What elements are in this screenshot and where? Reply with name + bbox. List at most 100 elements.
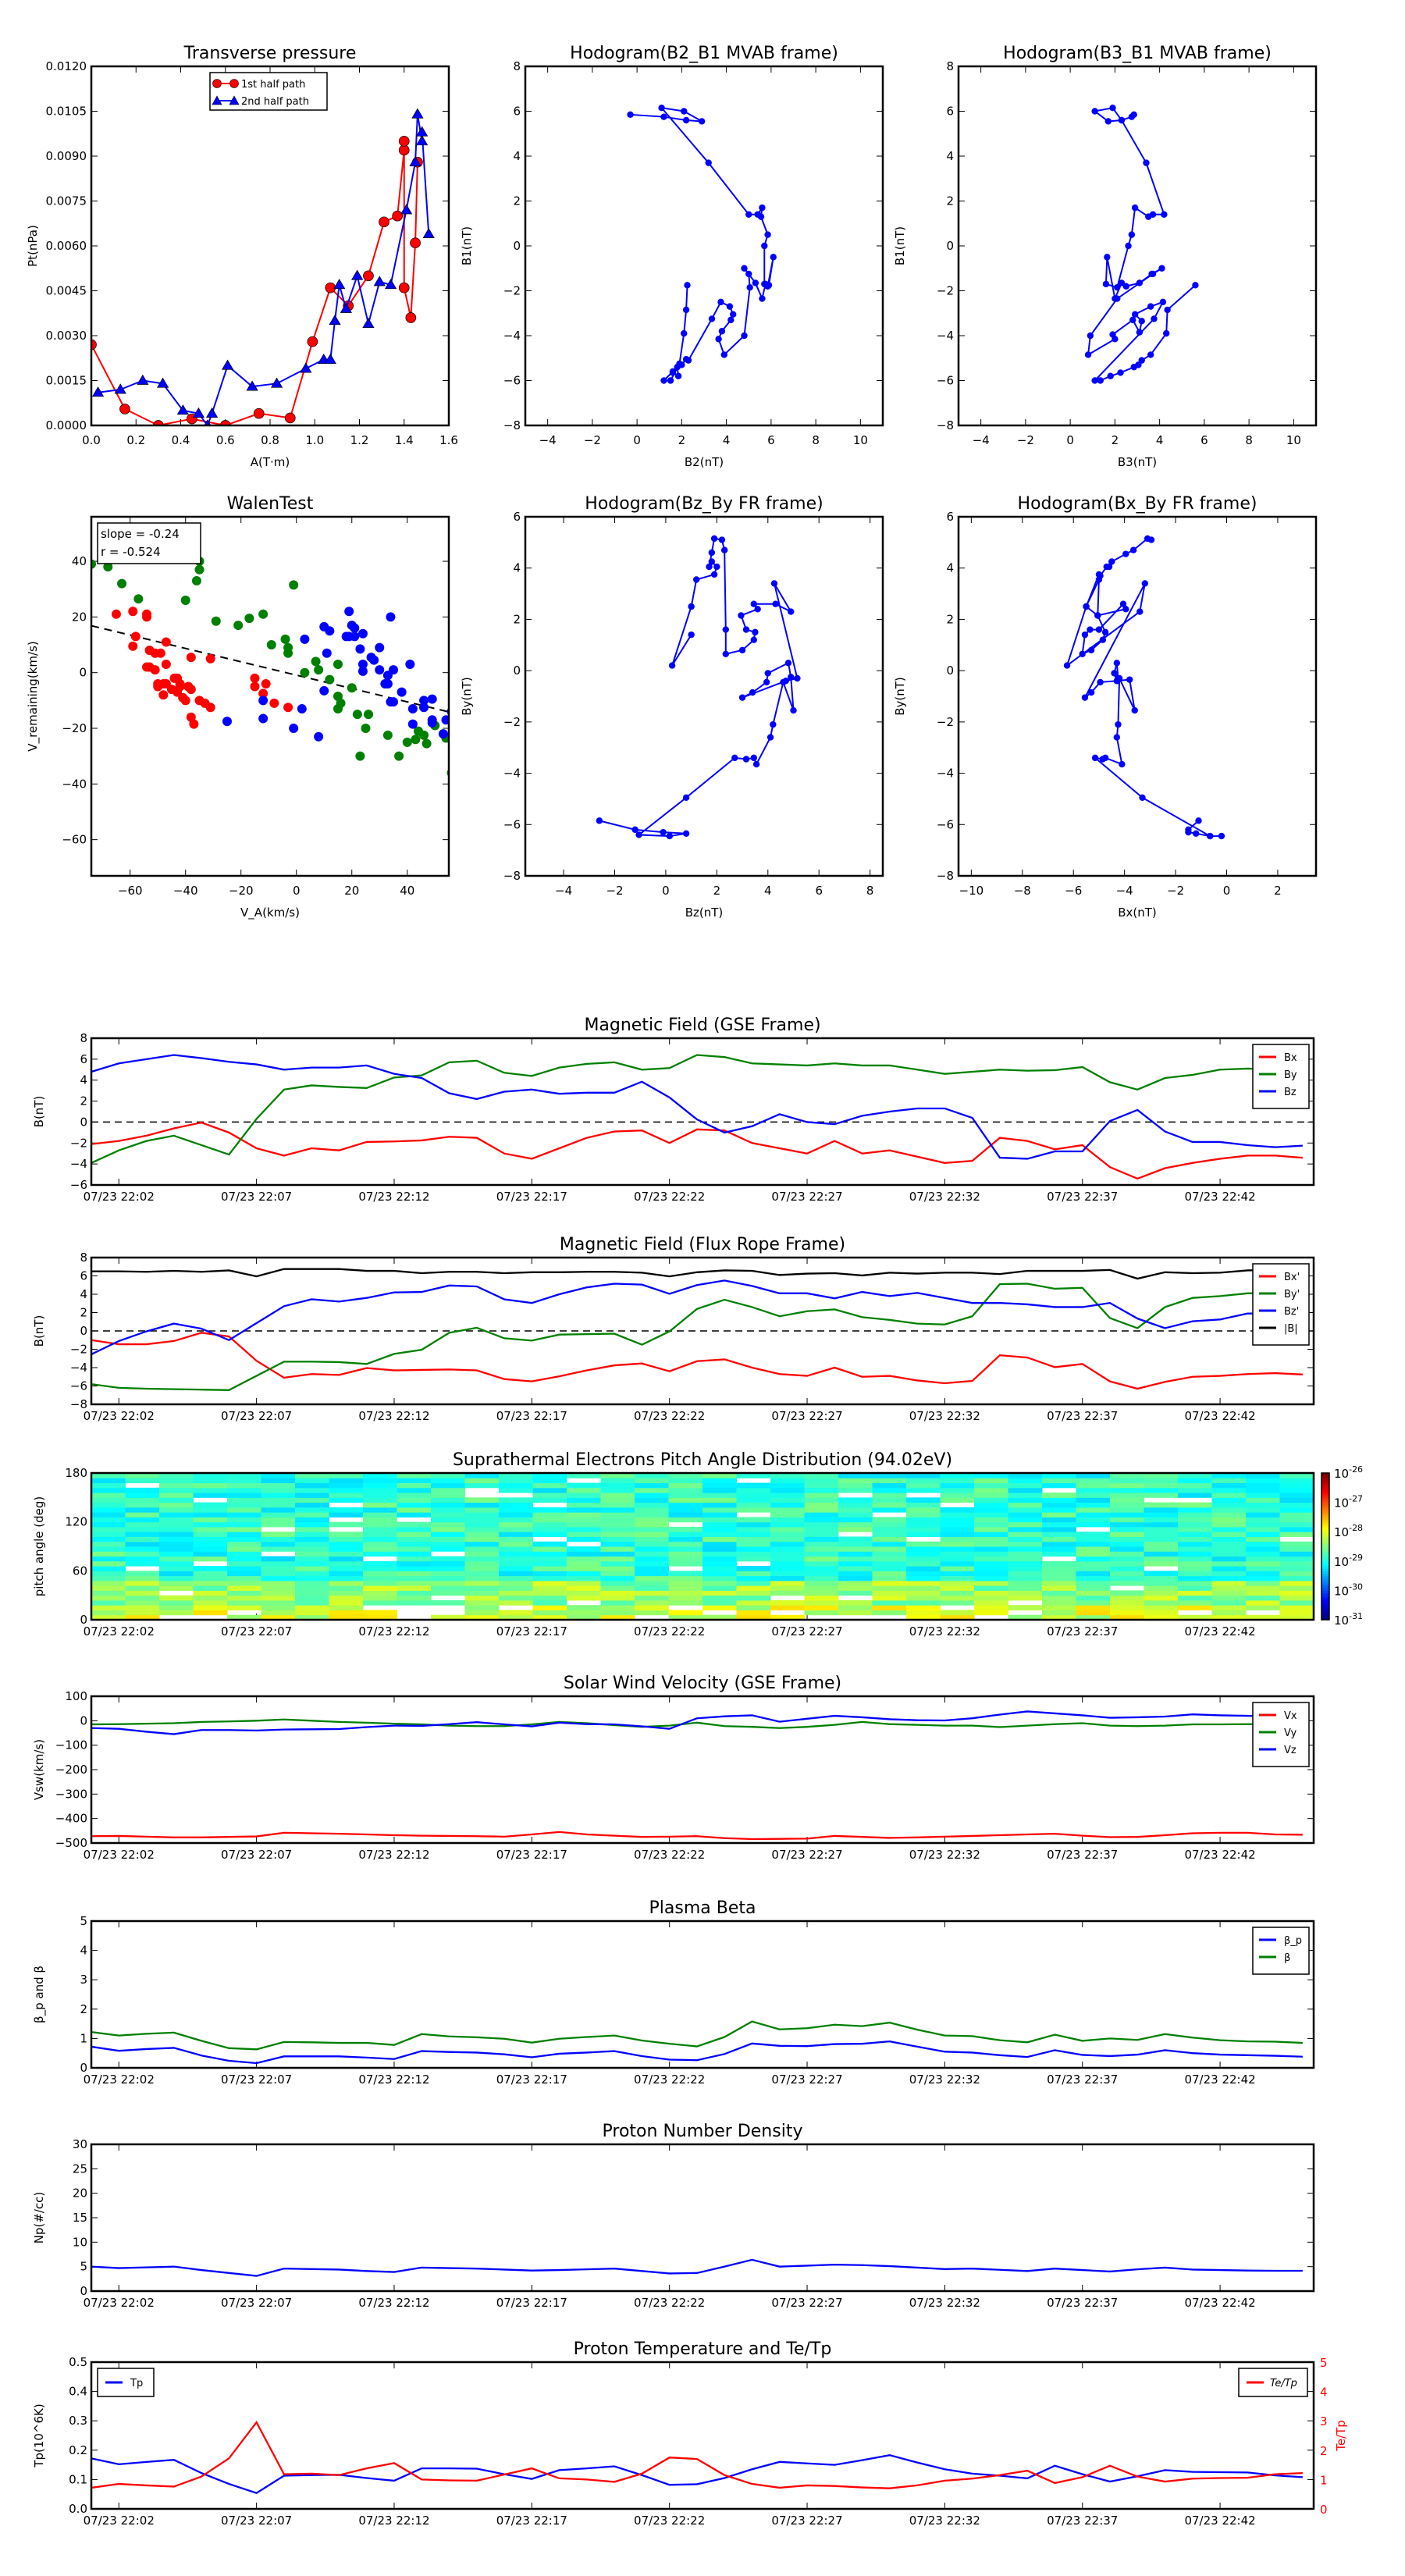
pad-cell xyxy=(329,1482,364,1489)
pad-cell xyxy=(227,1595,261,1601)
hodogram-bz-by-point xyxy=(596,817,603,824)
vsw-legend xyxy=(1252,1702,1310,1767)
colorbar-segment xyxy=(1321,1500,1329,1503)
pad-cell xyxy=(1076,1614,1111,1621)
pad-cell xyxy=(363,1580,397,1586)
pad-cell xyxy=(1178,1521,1212,1528)
pad-cell xyxy=(363,1541,397,1547)
pad-cell xyxy=(974,1532,1008,1537)
b-gse-legend-label: By xyxy=(1284,1069,1297,1081)
walen-test-point xyxy=(369,655,379,665)
pad-cell xyxy=(532,1560,567,1567)
hodogram-b2-b1-plot-area xyxy=(627,104,777,384)
pad-cell xyxy=(261,1482,296,1489)
walen-test-xtick-label: −20 xyxy=(229,884,254,898)
hodogram-b3-b1-point xyxy=(1131,311,1139,318)
hodogram-b2-b1-point xyxy=(746,283,753,291)
hodogram-b3-b1-xtick-label: 8 xyxy=(1245,433,1253,447)
hodogram-b3-b1-xtick-label: 6 xyxy=(1200,433,1208,447)
pad-cell xyxy=(295,1595,329,1601)
walen-test-point xyxy=(419,703,429,713)
vsw-xtick-label: 07/23 22:42 xyxy=(1184,1848,1255,1862)
pad-cell xyxy=(1042,1605,1076,1610)
hodogram-b3-b1-ytick-label: −8 xyxy=(937,418,954,432)
colorbar-segment xyxy=(1321,1478,1329,1481)
hodogram-b3-b1-title: Hodogram(B3_B1 MVAB frame) xyxy=(1003,44,1272,63)
hodogram-bz-by-point xyxy=(742,626,750,633)
pad-cell xyxy=(635,1473,669,1478)
pad-cell xyxy=(1008,1580,1043,1586)
pad-cell xyxy=(431,1532,465,1537)
pad-cell xyxy=(261,1580,296,1586)
pad-cell xyxy=(499,1482,533,1489)
pad-cell xyxy=(363,1546,397,1552)
walen-test-xtick-label: 0 xyxy=(293,884,301,898)
pad-cell xyxy=(567,1610,601,1616)
pad-cell xyxy=(736,1556,771,1562)
colorbar-segment xyxy=(1321,1617,1329,1621)
colorbar-segment xyxy=(1321,1502,1329,1506)
pad-cell xyxy=(499,1560,533,1567)
pad-cell xyxy=(295,1541,329,1547)
pad-cell xyxy=(1076,1599,1111,1606)
pad-cell xyxy=(804,1521,839,1528)
colorbar-segment xyxy=(1321,1568,1329,1571)
np-chart: 07/23 22:02 07/23 22:07 07/23 22:12 07/23 2… xyxy=(32,2122,1315,2310)
b-gse-xtick-label: 07/23 22:12 xyxy=(358,1190,429,1204)
pad-cell xyxy=(872,1493,907,1498)
colorbar-segment xyxy=(1321,1556,1329,1560)
colorbar-segment xyxy=(1321,1543,1329,1547)
pad-cell xyxy=(397,1473,432,1478)
colorbar-segment xyxy=(1321,1549,1329,1552)
pad-cell xyxy=(91,1585,126,1591)
pad-cell xyxy=(159,1575,194,1582)
tp-y2tick-label: 2 xyxy=(1320,2444,1328,2458)
pad-cell xyxy=(872,1532,907,1537)
pad-cell xyxy=(431,1487,465,1493)
hodogram-bz-by-ylabel: By(nT) xyxy=(460,677,474,716)
pad-cell xyxy=(1144,1502,1179,1508)
vsw-ytick-label: 100 xyxy=(65,1689,87,1703)
pad-cell xyxy=(431,1585,465,1591)
pad-cell xyxy=(1246,1487,1280,1493)
hodogram-bx-by-ytick-label: −4 xyxy=(937,767,954,781)
b-gse-ylabel: B(nT) xyxy=(32,1096,46,1128)
b-fr-ytick-label: −6 xyxy=(70,1379,87,1393)
colorbar-segment xyxy=(1321,1583,1329,1586)
pad-cell xyxy=(1042,1590,1076,1596)
pad-cell xyxy=(227,1487,261,1493)
pad-cell xyxy=(804,1575,839,1582)
beta-ytick-label: 2 xyxy=(80,2002,87,2016)
pad-cell xyxy=(770,1580,805,1586)
pad-cell xyxy=(1008,1590,1043,1596)
pad-cell xyxy=(600,1497,635,1503)
pad-cell xyxy=(363,1599,397,1606)
pad-cell xyxy=(1279,1585,1314,1591)
pad-cell xyxy=(329,1580,364,1586)
pad-cell xyxy=(906,1605,941,1610)
pad-cell xyxy=(770,1560,805,1567)
pad-cell xyxy=(1008,1546,1043,1552)
pad-cell xyxy=(295,1580,329,1586)
walen-test-point xyxy=(314,731,324,742)
colorbar-segment xyxy=(1321,1489,1329,1493)
walen-test-point xyxy=(258,696,269,706)
colorbar-segment xyxy=(1321,1519,1329,1523)
pad-cell xyxy=(295,1605,329,1610)
pad-cell xyxy=(567,1536,601,1542)
hodogram-bx-by-ylabel: By(nT) xyxy=(893,677,907,716)
pad-cell xyxy=(668,1546,703,1552)
pad-cell xyxy=(736,1502,771,1508)
hodogram-bx-by-point xyxy=(1139,794,1146,801)
pad-cell xyxy=(804,1551,839,1557)
pad-cell xyxy=(702,1478,737,1484)
pad-cell xyxy=(295,1546,329,1552)
b-fr-series-bz xyxy=(91,1279,1303,1355)
pad-cell xyxy=(91,1497,126,1503)
pad-cell xyxy=(1076,1585,1111,1591)
pad-cell xyxy=(804,1473,839,1478)
pad-cell xyxy=(736,1575,771,1582)
pad-cell xyxy=(532,1482,567,1489)
pad-cell xyxy=(1211,1493,1247,1498)
hodogram-bz-by-series-line xyxy=(599,537,799,838)
